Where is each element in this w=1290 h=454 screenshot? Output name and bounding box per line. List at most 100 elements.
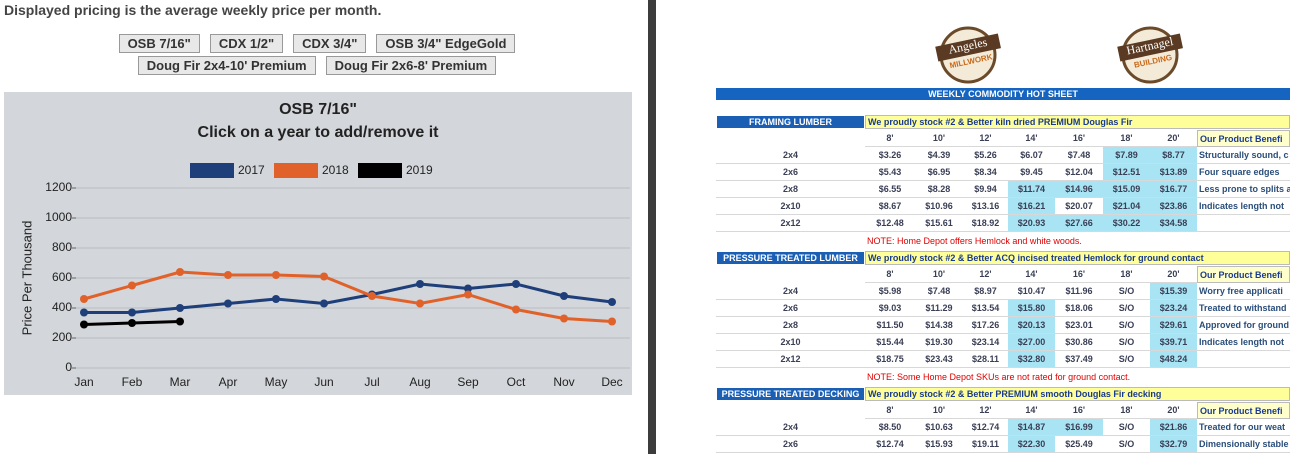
price-cell: $20.93: [1008, 215, 1055, 232]
stock-note: We proudly stock #2 & Better PREMIUM smo…: [865, 387, 1290, 401]
benefit-cell: Indicates length not: [1197, 334, 1290, 351]
price-cell: $20.13: [1008, 317, 1055, 334]
chart-button[interactable]: CDX 1/2": [209, 34, 284, 53]
x-tick-label: Sep: [457, 375, 479, 389]
benefit-cell: Treated to withstand: [1197, 300, 1290, 317]
price-cell: $8.34: [963, 164, 1008, 181]
chart-button[interactable]: OSB 7/16": [118, 34, 200, 53]
size-cell: 2x4: [716, 419, 865, 436]
price-cell: $29.61: [1150, 317, 1197, 334]
price-cell: $30.22: [1103, 215, 1150, 232]
x-tick-label: Apr: [219, 375, 238, 389]
length-header: 12': [963, 402, 1008, 419]
price-cell: $9.94: [963, 181, 1008, 198]
data-point: [608, 298, 616, 306]
legend-item[interactable]: 2017: [190, 163, 265, 178]
price-cell: $11.29: [915, 300, 963, 317]
data-point: [560, 314, 568, 323]
data-point: [512, 305, 520, 314]
benefit-header: Our Product Benefi: [1197, 266, 1290, 283]
x-tick-label: May: [265, 375, 288, 389]
data-point: [320, 299, 328, 308]
x-tick-label: Aug: [409, 375, 430, 389]
price-cell: $34.58: [1150, 215, 1197, 232]
benefit-header: Our Product Benefi: [1197, 130, 1290, 147]
price-cell: $15.61: [915, 215, 963, 232]
benefit-cell: Treated for our weat: [1197, 419, 1290, 436]
data-point: [512, 280, 520, 288]
benefit-cell: [1197, 215, 1290, 232]
x-tick-label: Feb: [122, 375, 143, 389]
chart-button[interactable]: CDX 3/4": [293, 34, 367, 53]
price-cell: $13.16: [963, 198, 1008, 215]
price-cell: S/O: [1103, 334, 1150, 351]
y-tick-label: 200: [52, 330, 72, 344]
x-tick-label: Jan: [74, 375, 93, 389]
sheet-title: WEEKLY COMMODITY HOT SHEET: [716, 88, 1290, 100]
price-cell: $16.77: [1150, 181, 1197, 198]
price-cell: $15.44: [865, 334, 915, 351]
length-header: 8': [865, 402, 915, 419]
stock-note: We proudly stock #2 & Better kiln dried …: [865, 115, 1290, 129]
chart-button[interactable]: OSB 3/4" EdgeGold: [376, 34, 516, 53]
price-cell: $21.04: [1103, 198, 1150, 215]
x-tick-label: Jul: [364, 375, 379, 389]
price-cell: $15.80: [1008, 300, 1055, 317]
length-header: 20': [1150, 266, 1197, 283]
chart-subtitle: Click on a year to add/remove it: [198, 124, 440, 141]
price-cell: $5.98: [865, 283, 915, 300]
price-cell: $20.07: [1055, 198, 1103, 215]
price-cell: $16.99: [1055, 419, 1103, 436]
price-cell: S/O: [1103, 283, 1150, 300]
y-tick-label: 0: [65, 360, 72, 374]
price-cell: S/O: [1103, 436, 1150, 453]
section-label: FRAMING LUMBER: [716, 115, 865, 129]
data-point: [608, 317, 616, 326]
logo-banner: [935, 33, 1001, 62]
benefit-cell: Worry free applicati: [1197, 283, 1290, 300]
data-point: [272, 271, 280, 279]
data-point: [128, 308, 136, 317]
section-note: NOTE: Home Depot offers Hemlock and whit…: [867, 235, 1082, 246]
price-cell: $27.00: [1008, 334, 1055, 351]
y-tick-label: 800: [52, 240, 72, 254]
price-cell: $14.87: [1008, 419, 1055, 436]
data-point: [464, 284, 472, 293]
section-label: PRESSURE TREATED DECKING: [716, 387, 865, 401]
x-tick-label: Jun: [314, 375, 333, 389]
price-cell: $23.01: [1055, 317, 1103, 334]
benefit-cell: [1197, 351, 1290, 368]
x-tick-label: Mar: [170, 375, 191, 389]
price-cell: $8.97: [963, 283, 1008, 300]
section-label: PRESSURE TREATED LUMBER: [716, 251, 865, 265]
length-header: 14': [1008, 130, 1055, 147]
legend-swatch: [190, 163, 234, 178]
legend-item[interactable]: 2019: [358, 163, 433, 178]
data-point: [80, 295, 88, 303]
data-point: [176, 268, 184, 276]
chart-button[interactable]: Doug Fir 2x6-8' Premium: [325, 56, 497, 75]
data-point: [272, 295, 280, 303]
data-point: [320, 272, 328, 281]
price-cell: $8.28: [915, 181, 963, 198]
y-axis-label: Price Per Thousand: [19, 221, 34, 336]
price-cell: $16.21: [1008, 198, 1055, 215]
data-point: [224, 299, 232, 308]
chart: OSB 7/16" Click on a year to add/remove …: [4, 92, 632, 395]
price-cell: $10.96: [915, 198, 963, 215]
benefit-cell: Dimensionally stable: [1197, 436, 1290, 453]
legend-item[interactable]: 2018: [274, 163, 349, 178]
price-cell: $23.43: [915, 351, 963, 368]
size-cell: 2x6: [716, 164, 865, 181]
price-cell: $18.06: [1055, 300, 1103, 317]
price-cell: $14.38: [915, 317, 963, 334]
chart-button[interactable]: Doug Fir 2x4-10' Premium: [137, 56, 316, 75]
price-cell: $19.30: [915, 334, 963, 351]
price-cell: $23.86: [1150, 198, 1197, 215]
price-cell: $32.80: [1008, 351, 1055, 368]
size-cell: 2x4: [716, 147, 865, 164]
length-header: 12': [963, 266, 1008, 283]
divider: [648, 0, 656, 454]
price-cell: $23.24: [1150, 300, 1197, 317]
